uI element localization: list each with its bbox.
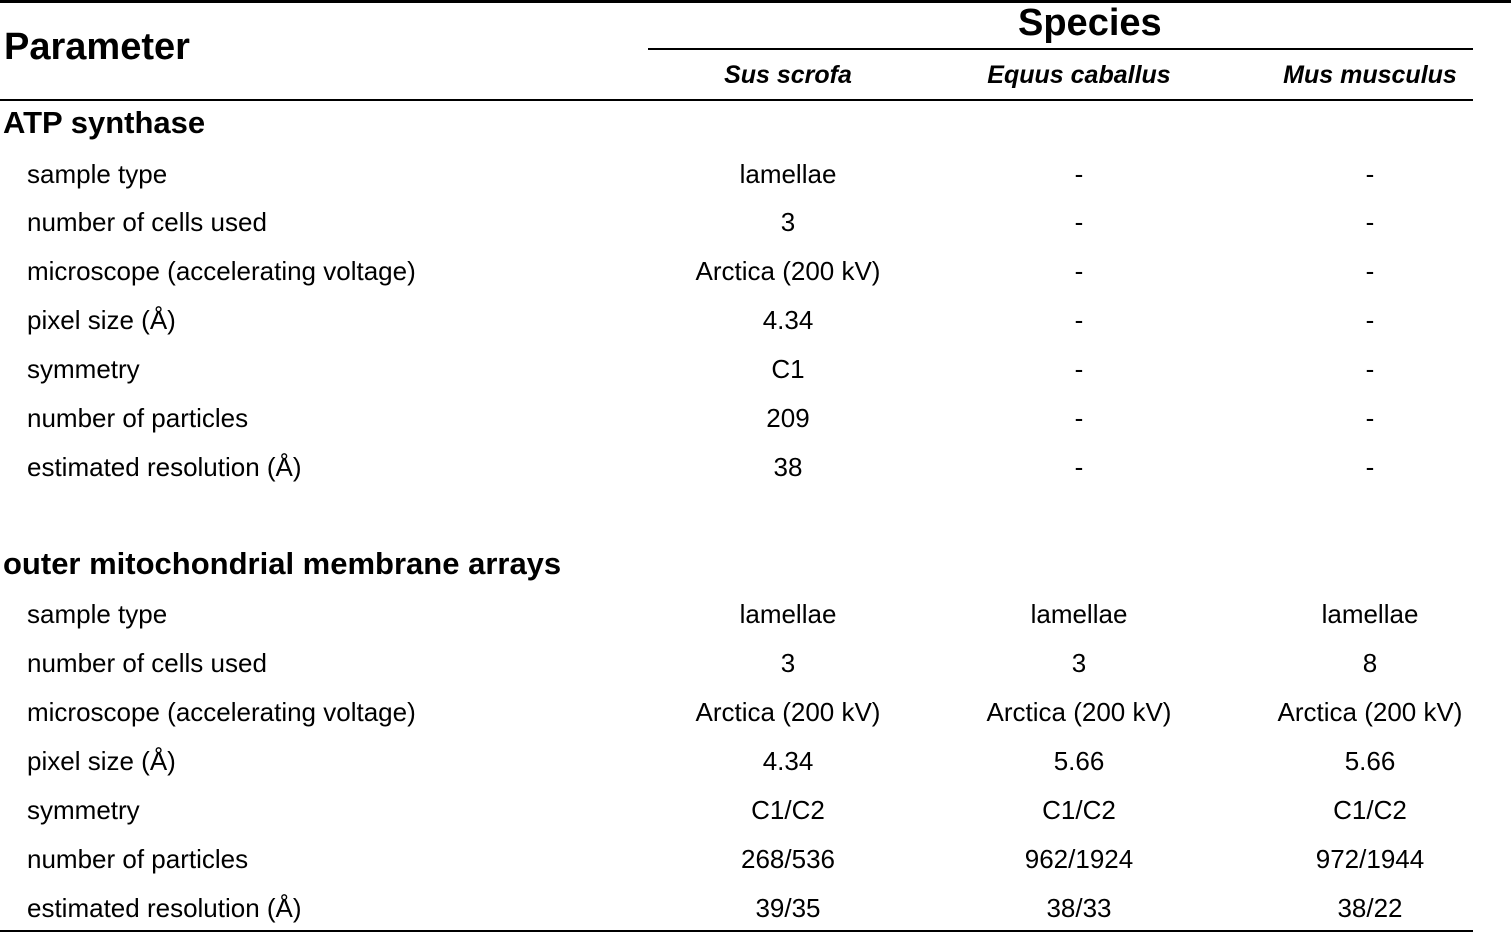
table-cell: - (1365, 452, 1375, 482)
table-cell: lamellae (739, 159, 837, 189)
table-cell: 8 (1362, 648, 1378, 678)
species-underline-rule (648, 48, 1473, 50)
row-label: pixel size (Å) (27, 305, 176, 335)
table-cell: lamellae (1321, 599, 1419, 629)
row-label: number of cells used (27, 207, 267, 237)
species-header-sus-scrofa: Sus scrofa (724, 61, 852, 89)
table-cell: 38/33 (1046, 893, 1112, 923)
table-cell: - (1074, 354, 1084, 384)
table-cell: Arctica (200 kV) (986, 697, 1172, 727)
table-cell: - (1365, 354, 1375, 384)
row-label: microscope (accelerating voltage) (27, 697, 416, 727)
row-label: symmetry (27, 795, 140, 825)
table-cell: C1/C2 (1042, 795, 1116, 825)
parameter-column-header: Parameter (4, 26, 190, 68)
table-cell: - (1365, 305, 1375, 335)
table-cell: - (1074, 305, 1084, 335)
table-cell: lamellae (739, 599, 837, 629)
table-cell: Arctica (200 kV) (1277, 697, 1463, 727)
row-label: sample type (27, 599, 168, 629)
header-bottom-rule (0, 99, 1473, 101)
row-label: number of particles (27, 844, 249, 874)
table-cell: - (1074, 452, 1084, 482)
row-label: number of cells used (27, 648, 267, 678)
species-column-group-header: Species (1018, 2, 1162, 44)
table-cell: - (1365, 403, 1375, 433)
row-label: estimated resolution (Å) (27, 452, 302, 482)
table-cell: 38 (773, 452, 803, 482)
table-cell: - (1074, 207, 1084, 237)
table-cell: - (1074, 256, 1084, 286)
row-label: sample type (27, 159, 168, 189)
table-cell: C1/C2 (1333, 795, 1407, 825)
table-cell: 5.66 (1053, 746, 1105, 776)
table-cell: 3 (780, 207, 796, 237)
table-cell: - (1365, 207, 1375, 237)
table-cell: 972/1944 (1315, 844, 1425, 874)
table-cell: 3 (780, 648, 796, 678)
table-cell: lamellae (1030, 599, 1128, 629)
table-cell: 962/1924 (1024, 844, 1134, 874)
table-cell: Arctica (200 kV) (695, 697, 881, 727)
table-cell: - (1365, 256, 1375, 286)
table-cell: 209 (766, 403, 810, 433)
section-title-atp-synthase: ATP synthase (3, 105, 206, 140)
table-cell: 5.66 (1344, 746, 1396, 776)
row-label: microscope (accelerating voltage) (27, 256, 416, 286)
table-cell: C1 (771, 354, 805, 384)
section-title-omm-arrays: outer mitochondrial membrane arrays (3, 546, 562, 581)
table-cell: - (1074, 403, 1084, 433)
table-cell: 38/22 (1337, 893, 1403, 923)
row-label: number of particles (27, 403, 249, 433)
table-cell: 268/536 (741, 844, 835, 874)
row-label: symmetry (27, 354, 140, 384)
table-top-rule (0, 0, 1511, 3)
table-cell: 39/35 (755, 893, 821, 923)
table-cell: Arctica (200 kV) (695, 256, 881, 286)
table-cell: 4.34 (762, 746, 814, 776)
table-cell: - (1365, 159, 1375, 189)
species-header-equus-caballus: Equus caballus (987, 61, 1171, 89)
table-cell: 4.34 (762, 305, 814, 335)
table-cell: 3 (1071, 648, 1087, 678)
row-label: pixel size (Å) (27, 746, 176, 776)
table-bottom-rule (0, 930, 1473, 932)
table-cell: - (1074, 159, 1084, 189)
table-cell: C1/C2 (751, 795, 825, 825)
row-label: estimated resolution (Å) (27, 893, 302, 923)
species-header-mus-musculus: Mus musculus (1283, 61, 1457, 89)
